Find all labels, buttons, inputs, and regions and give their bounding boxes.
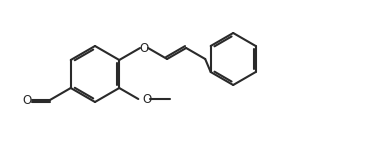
Text: O: O — [22, 93, 32, 107]
Text: O: O — [140, 41, 149, 55]
Text: O: O — [142, 93, 152, 105]
